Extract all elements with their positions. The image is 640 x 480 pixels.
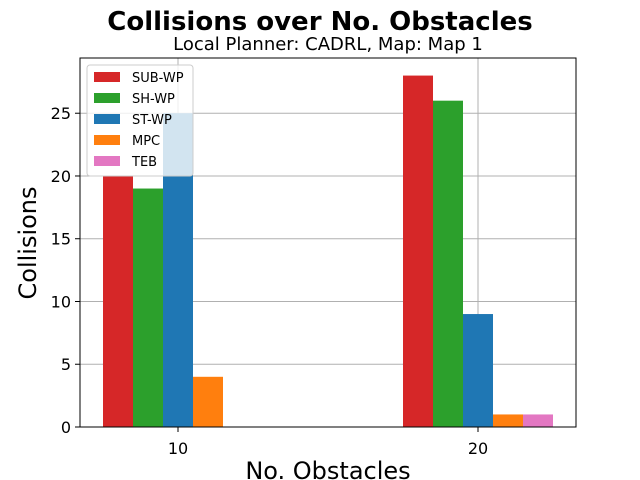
legend-swatch <box>94 93 120 103</box>
legend-swatch <box>94 135 120 145</box>
y-tick-label: 5 <box>61 355 71 374</box>
y-tick-label: 20 <box>51 167 71 186</box>
bar-teb-20 <box>523 414 553 427</box>
legend-swatch <box>94 72 120 82</box>
legend-swatch <box>94 156 120 166</box>
x-tick-label: 20 <box>468 439 488 458</box>
bar-mpc-20 <box>493 414 523 427</box>
plot-frame <box>79 57 577 428</box>
bar-sub-wp-10 <box>103 175 133 427</box>
legend-label: ST-WP <box>132 113 172 128</box>
y-tick-label: 10 <box>51 292 71 311</box>
chart-subtitle: Local Planner: CADRL, Map: Map 1 <box>173 34 483 55</box>
legend: SUB-WP SH-WP ST-WP MPC TEB <box>86 64 194 177</box>
y-axis-label: Collisions <box>14 186 42 299</box>
legend-label: SH-WP <box>132 92 175 107</box>
x-axis-label: No. Obstacles <box>245 457 410 480</box>
bars <box>103 75 553 428</box>
legend-label: TEB <box>131 155 157 170</box>
legend-label: SUB-WP <box>132 71 184 86</box>
chart-title: Collisions over No. Obstacles <box>107 7 532 37</box>
y-tick-label: 15 <box>51 230 71 249</box>
axis-ticks: 0 5 10 15 20 25 10 20 <box>51 104 489 458</box>
bar-mpc-10 <box>193 376 223 427</box>
legend-box <box>86 64 194 177</box>
legend-label: MPC <box>132 134 160 149</box>
bar-sub-wp-20 <box>403 75 433 428</box>
y-tick-label: 0 <box>61 418 71 437</box>
legend-swatch <box>94 114 120 124</box>
bar-sh-wp-20 <box>433 100 463 428</box>
bar-sh-wp-10 <box>133 188 163 427</box>
x-tick-label: 10 <box>168 439 188 458</box>
y-tick-label: 25 <box>51 104 71 123</box>
bar-st-wp-20 <box>463 314 493 427</box>
